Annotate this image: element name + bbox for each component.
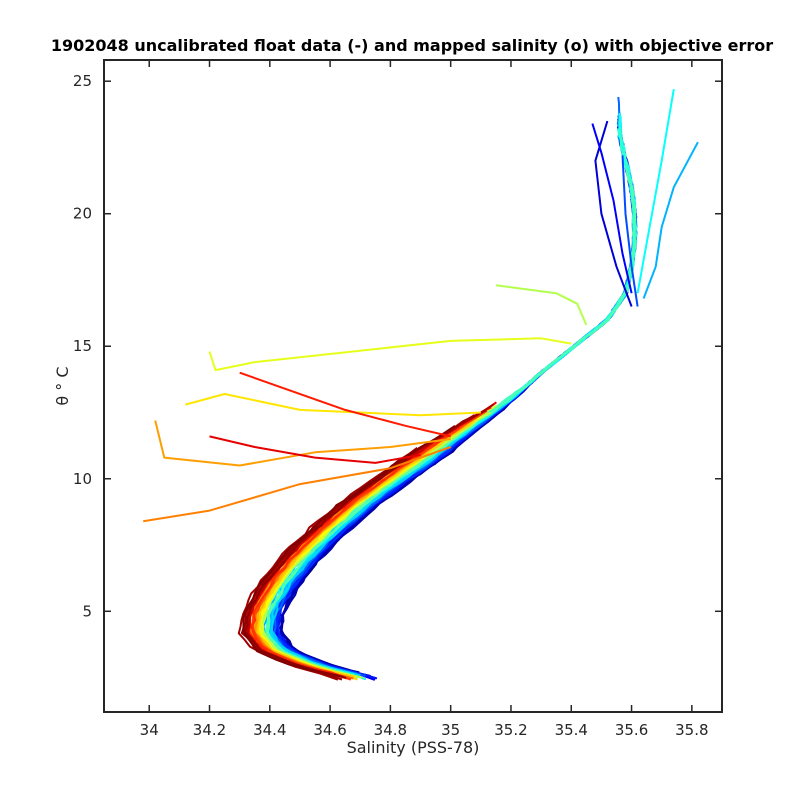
x-tick-label: 35.4 <box>555 721 588 739</box>
axis-ticks: 34 34.2 34.4 34.6 34.8 35 35.2 35.4 35.6 35.8 5 10 1… <box>73 60 722 739</box>
profile-line <box>273 171 637 677</box>
profile-line <box>185 393 481 417</box>
profile-line <box>257 127 637 679</box>
profile-line <box>642 141 699 299</box>
profile-line <box>268 172 638 671</box>
profile-line <box>243 458 408 679</box>
profile-line <box>268 110 637 669</box>
profile-line <box>272 96 638 675</box>
profile-line <box>237 447 418 681</box>
profile-line <box>621 155 639 307</box>
profile-line <box>265 115 638 681</box>
profile-line <box>636 89 675 294</box>
y-tick-label: 10 <box>73 470 92 488</box>
profile-line <box>268 115 638 674</box>
x-tick-label: 34.8 <box>374 721 407 739</box>
profile-line <box>209 435 421 464</box>
x-tick-label: 35.6 <box>615 721 648 739</box>
x-tick-label: 34.6 <box>313 721 346 739</box>
profile-line <box>273 160 637 679</box>
profile-line <box>256 404 498 678</box>
y-tick-label: 15 <box>73 337 92 355</box>
profile-line <box>265 138 637 677</box>
profile-line <box>269 130 638 668</box>
profile-line <box>270 169 637 668</box>
y-tick-label: 20 <box>73 205 92 223</box>
plot-frame <box>103 59 723 713</box>
profile-lines <box>143 89 699 681</box>
profile-line <box>261 113 637 671</box>
x-tick-label: 35.8 <box>675 721 708 739</box>
profile-line <box>267 168 637 680</box>
profile-line <box>242 424 456 672</box>
profile-line <box>260 128 638 667</box>
profile-line <box>276 168 637 680</box>
profile-line <box>495 284 588 326</box>
x-tick-label: 34 <box>140 721 159 739</box>
profile-line <box>208 337 572 372</box>
profile-line <box>143 446 452 523</box>
profile-line <box>591 123 633 294</box>
profile-line <box>264 430 465 671</box>
profile-line <box>276 118 638 677</box>
profile-line <box>265 115 638 667</box>
y-axis-label: θ ° C <box>53 366 72 405</box>
profile-line <box>269 116 637 675</box>
profile-line <box>274 150 637 676</box>
y-tick-label: 5 <box>82 602 92 620</box>
profile-line <box>154 420 451 467</box>
y-tick-label: 25 <box>73 72 92 90</box>
profile-line <box>274 120 638 672</box>
profile-line <box>269 168 637 674</box>
x-tick-label: 35 <box>441 721 460 739</box>
x-axis-label: Salinity (PSS-78) <box>347 738 480 757</box>
profile-line <box>272 137 637 669</box>
x-tick-label: 35.2 <box>494 721 527 739</box>
x-tick-label: 34.4 <box>253 721 286 739</box>
profile-line <box>250 433 449 681</box>
chart-title: 1902048 uncalibrated float data (-) and … <box>51 36 773 55</box>
profile-line <box>279 177 638 669</box>
profile-line <box>239 371 451 438</box>
x-tick-label: 34.2 <box>193 721 226 739</box>
